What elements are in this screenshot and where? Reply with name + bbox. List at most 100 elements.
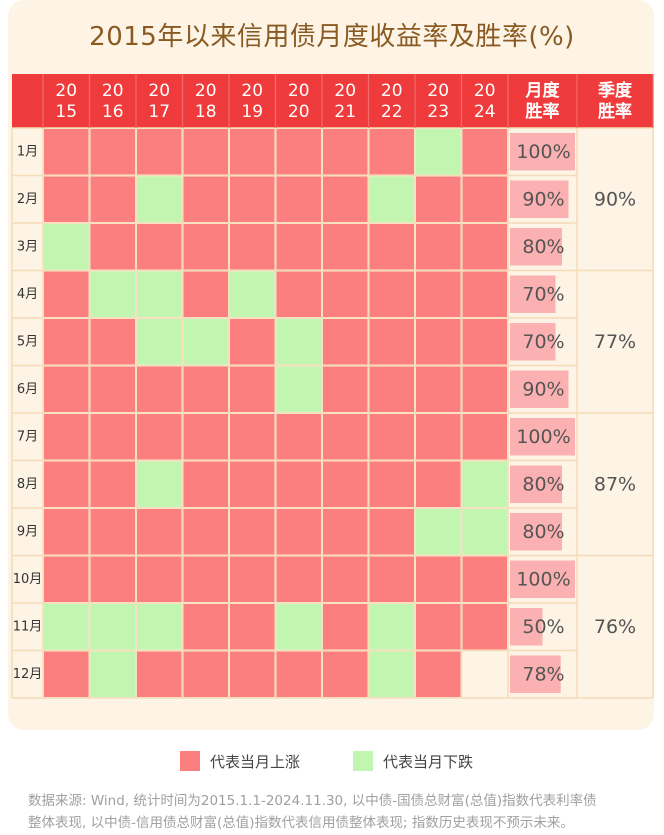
cell-2022-10 <box>369 556 414 602</box>
cell-2024-10 <box>462 556 507 602</box>
cell-2022-3 <box>369 224 414 270</box>
monthly-rate-bar-4 <box>510 275 556 313</box>
month-label-10: 10月 <box>13 572 43 587</box>
cell-2019-8 <box>230 461 275 507</box>
cell-2020-6 <box>276 366 321 412</box>
monthly-rate-label-11: 50% <box>522 616 564 638</box>
year-header-2019-top: 20 <box>241 81 263 101</box>
cell-2018-5 <box>183 319 228 365</box>
monthly-rate-label-9: 80% <box>522 521 564 543</box>
year-header-2022-top: 20 <box>381 81 403 101</box>
cell-2018-10 <box>183 556 228 602</box>
cell-2017-3 <box>137 224 182 270</box>
cell-2022-11 <box>369 604 414 650</box>
year-header-2016-top: 20 <box>102 81 124 101</box>
cell-2023-11 <box>416 604 461 650</box>
year-header-2024-bottom: 24 <box>474 102 496 122</box>
month-label-9: 9月 <box>17 524 38 539</box>
monthly-rate-bar-12 <box>510 655 561 693</box>
legend-item-up: 代表当月上涨 <box>180 750 300 772</box>
monthly-rate-label-5: 70% <box>522 331 564 353</box>
cell-2016-3 <box>90 224 135 270</box>
month-label-8: 8月 <box>17 477 38 492</box>
monthly-rate-bar-8 <box>510 465 562 503</box>
month-label-6: 6月 <box>17 382 38 397</box>
cell-2021-9 <box>323 509 368 555</box>
cell-2023-12 <box>416 651 461 697</box>
header-row-bg <box>12 74 653 128</box>
cell-2019-1 <box>230 129 275 175</box>
cell-2016-2 <box>90 176 135 222</box>
cell-2021-11 <box>323 604 368 650</box>
cell-2023-7 <box>416 414 461 460</box>
month-label-2: 2月 <box>17 192 38 207</box>
cell-2023-8 <box>416 461 461 507</box>
cell-2022-9 <box>369 509 414 555</box>
monthly-rate-label-8: 80% <box>522 473 564 495</box>
monthly-rate-bar-1 <box>510 133 575 171</box>
year-header-2015-bottom: 15 <box>55 102 77 122</box>
cell-2024-9 <box>462 509 507 555</box>
cell-2015-12 <box>44 651 89 697</box>
cell-2023-5 <box>416 319 461 365</box>
year-header-2016-bottom: 16 <box>102 102 124 122</box>
cell-2015-4 <box>44 271 89 317</box>
year-header-2022-bottom: 22 <box>381 102 403 122</box>
cell-2021-5 <box>323 319 368 365</box>
cell-2015-10 <box>44 556 89 602</box>
cell-2018-7 <box>183 414 228 460</box>
year-header-2018-top: 20 <box>195 81 217 101</box>
cell-2015-3 <box>44 224 89 270</box>
monthly-rate-label-1: 100% <box>516 141 570 163</box>
year-header-2017-top: 20 <box>148 81 170 101</box>
cell-2016-9 <box>90 509 135 555</box>
month-label-1: 1月 <box>17 144 38 159</box>
cell-2020-10 <box>276 556 321 602</box>
cell-2021-8 <box>323 461 368 507</box>
cell-2022-5 <box>369 319 414 365</box>
monthly-rate-bar-11 <box>510 608 543 646</box>
cell-2016-12 <box>90 651 135 697</box>
cell-2020-9 <box>276 509 321 555</box>
cell-2020-11 <box>276 604 321 650</box>
cell-2021-7 <box>323 414 368 460</box>
cell-2023-1 <box>416 129 461 175</box>
cell-2022-2 <box>369 176 414 222</box>
cell-2019-9 <box>230 509 275 555</box>
legend-label-up: 代表当月上涨 <box>210 752 301 771</box>
source-note: 数据来源: Wind, 统计时间为2015.1.1-2024.11.30, 以中… <box>28 790 650 834</box>
year-header-2023-top: 20 <box>427 81 449 101</box>
month-label-3: 3月 <box>17 239 38 254</box>
win-rate-heatmap: 2015201620172018201920202021202220232024… <box>11 74 654 699</box>
cell-2023-4 <box>416 271 461 317</box>
monthly-rate-bar-9 <box>510 513 562 551</box>
cell-2018-11 <box>183 604 228 650</box>
cell-2019-10 <box>230 556 275 602</box>
cell-2019-2 <box>230 176 275 222</box>
month-label-5: 5月 <box>17 334 38 349</box>
cell-2020-1 <box>276 129 321 175</box>
cell-2018-2 <box>183 176 228 222</box>
cell-2017-2 <box>137 176 182 222</box>
year-header-2020-bottom: 20 <box>288 102 310 122</box>
cell-2015-1 <box>44 129 89 175</box>
cell-2024-6 <box>462 366 507 412</box>
cell-2016-11 <box>90 604 135 650</box>
cell-2023-9 <box>416 509 461 555</box>
cell-2022-1 <box>369 129 414 175</box>
cell-2017-1 <box>137 129 182 175</box>
source-note-line-2: 整体表现, 以中债-信用债总财富(总值)指数代表信用债整体表现; 指数历史表现不… <box>28 815 574 831</box>
legend: 代表当月上涨 代表当月下跌 <box>0 750 664 772</box>
cell-2018-3 <box>183 224 228 270</box>
cell-2024-11 <box>462 604 507 650</box>
cell-2015-5 <box>44 319 89 365</box>
cell-2024-7 <box>462 414 507 460</box>
cell-2022-12 <box>369 651 414 697</box>
cell-2020-3 <box>276 224 321 270</box>
cell-2019-5 <box>230 319 275 365</box>
month-label-12: 12月 <box>13 667 43 682</box>
cell-2023-6 <box>416 366 461 412</box>
cell-2021-12 <box>323 651 368 697</box>
cell-2016-5 <box>90 319 135 365</box>
legend-item-down: 代表当月下跌 <box>353 750 473 772</box>
